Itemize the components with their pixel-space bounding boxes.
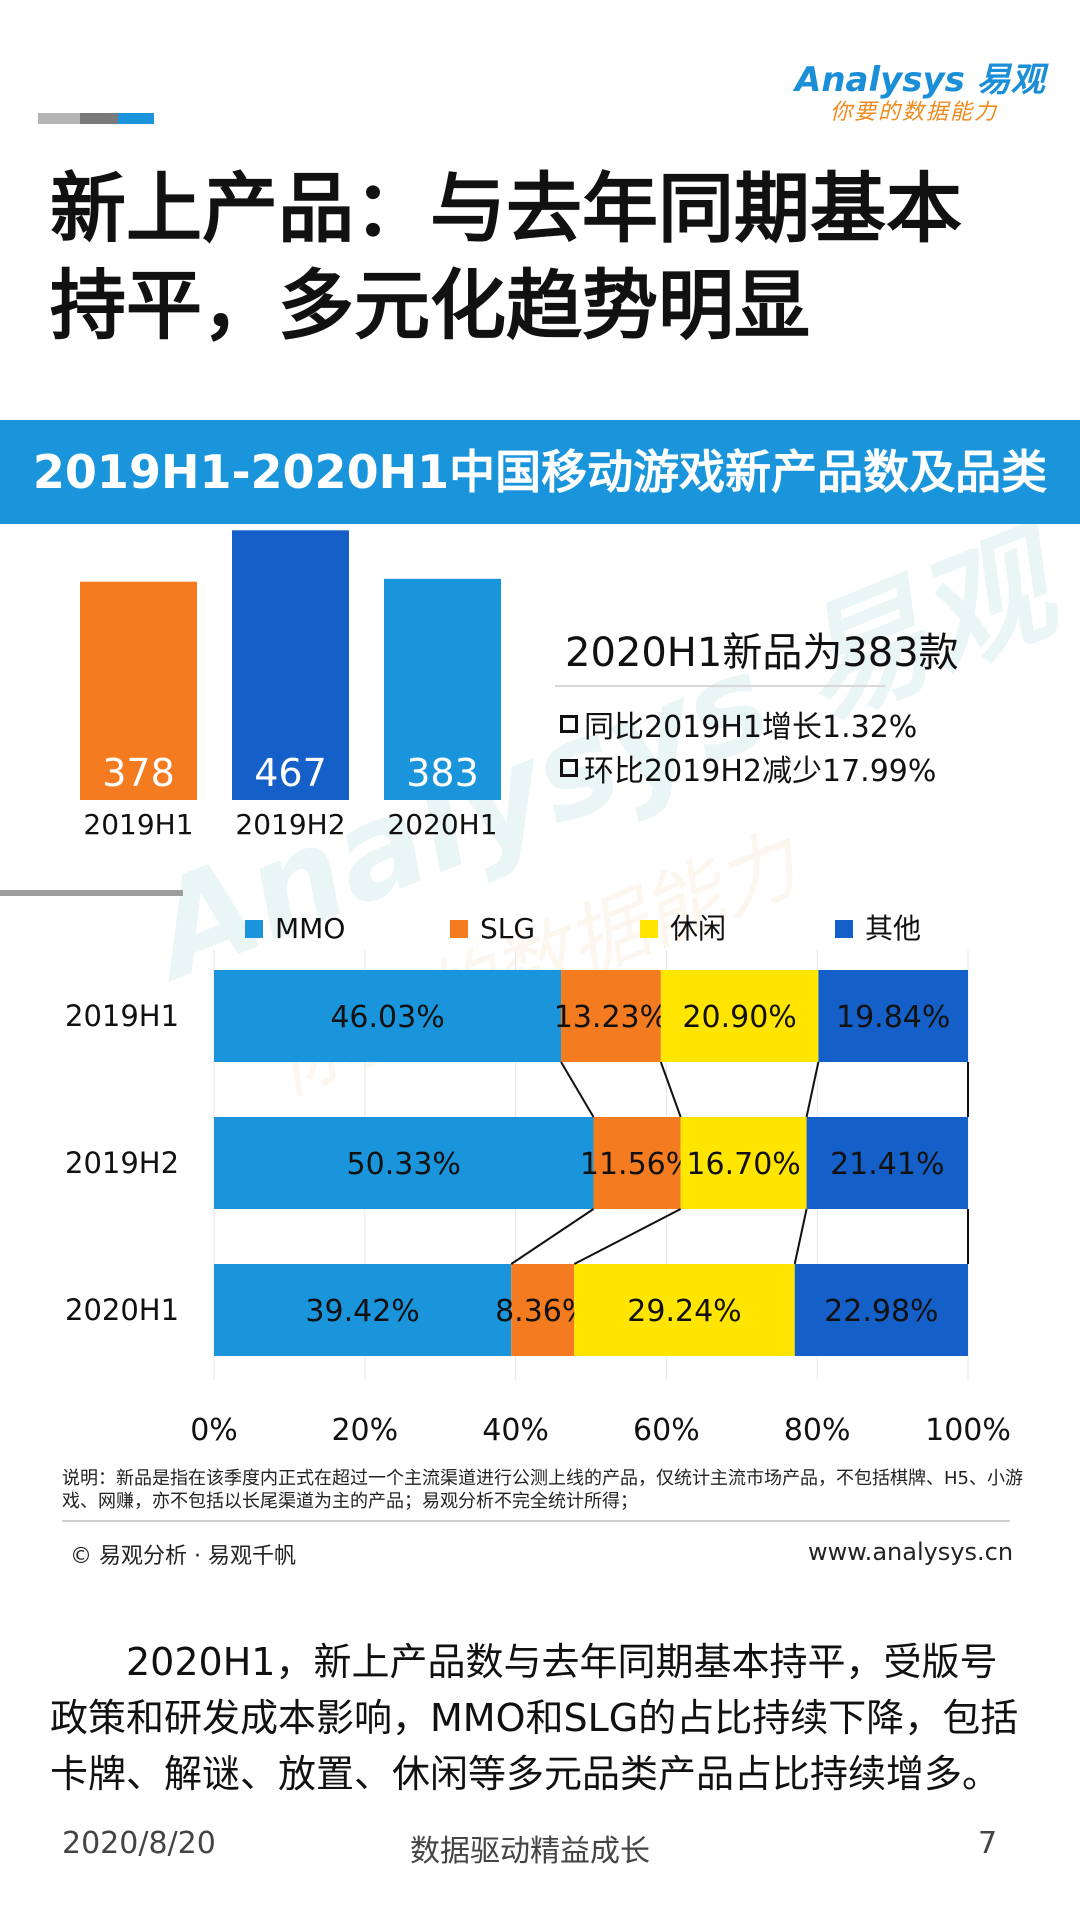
legend-swatch-SLG (450, 920, 468, 938)
chart-title: 2019H1-2020H1中国移动游戏新产品数及品类 (32, 445, 1048, 499)
x-tick-label: 60% (633, 1413, 700, 1448)
legend-label: SLG (480, 912, 535, 945)
row-category-label: 2019H1 (65, 999, 179, 1033)
segment-value-label: 29.24% (627, 1294, 741, 1329)
checkbox-square-icon (560, 759, 578, 777)
segment-value-label: 19.84% (836, 1000, 950, 1035)
segment-value-label: 13.23% (554, 1000, 668, 1035)
segment-value-label: 46.03% (330, 1000, 444, 1035)
legend-swatch-休闲 (640, 920, 658, 938)
connector-line (573, 1208, 682, 1265)
segment-value-label: 21.41% (830, 1147, 944, 1182)
bar-category-label: 2020H1 (387, 808, 497, 841)
segment-MMO-2020H1 (214, 1264, 512, 1356)
segment-SLG-2019H2 (593, 1117, 681, 1209)
chart-note: 说明：新品是指在该季度内正式在超过一个主流渠道进行公测上线的产品，仅统计主流市场… (62, 1468, 1023, 1512)
footer-date: 2020/8/20 (62, 1826, 216, 1861)
deco-bar-gray (80, 113, 118, 124)
segment-其他-2019H2 (806, 1117, 968, 1209)
x-tick-label: 20% (331, 1413, 398, 1448)
segment-value-label: 39.42% (305, 1294, 419, 1329)
stat-label: 同比2019H1增长1.32% (584, 710, 918, 745)
segment-SLG-2019H1 (561, 970, 661, 1062)
copyright: © 易观分析 · 易观千帆 (70, 1544, 296, 1569)
segment-value-label: 16.70% (686, 1147, 800, 1182)
row-category-label: 2019H2 (65, 1146, 179, 1180)
segment-其他-2020H1 (794, 1264, 968, 1356)
x-tick-label: 80% (784, 1413, 851, 1448)
deco-bar-light (38, 113, 80, 124)
website-link[interactable]: www.analysys.cn (808, 1538, 1014, 1566)
chart-banner (0, 420, 1080, 524)
analysys-logo: Analysys 易观 (795, 60, 1045, 100)
stat-label: 环比2019H2减少17.99% (584, 754, 937, 789)
x-tick-label: 100% (925, 1413, 1011, 1448)
bar-value-label: 467 (254, 751, 327, 795)
segment-休闲-2019H2 (680, 1117, 807, 1209)
bar-2020H1 (384, 578, 501, 800)
summary-headline: 2020H1新品为383款 (565, 630, 959, 676)
category-share-stacked-chart: MMO SLG 休闲 其他 46.03% 13.23% 20.90% 19.84% 2019H1… (65, 912, 1011, 1448)
page-number: 7 (978, 1826, 998, 1861)
bar-2019H2 (232, 530, 349, 800)
summary-divider (555, 685, 885, 687)
page-title: 新上产品：与去年同期基本持平，多元化趋势明显 (50, 164, 962, 350)
legend-swatch-其他 (835, 920, 853, 938)
checkbox-square-icon (560, 715, 578, 733)
legend-label: 其他 (865, 912, 921, 945)
summary-stat-qoq: 环比2019H2减少17.99% (560, 746, 936, 790)
segment-MMO-2019H1 (214, 970, 562, 1062)
footer-slogan: 数据驱动精益成长 (410, 1834, 650, 1869)
segment-MMO-2019H2 (214, 1117, 594, 1209)
bar-category-label: 2019H1 (83, 808, 193, 841)
logo-tagline: 你要的数据能力 (830, 100, 999, 125)
segment-value-label: 20.90% (682, 1000, 796, 1035)
summary-stat-yoy: 同比2019H1增长1.32% (560, 702, 917, 746)
note-divider (62, 1520, 1010, 1522)
connector-line (560, 1061, 595, 1118)
connector-line (659, 1061, 682, 1118)
bar-2019H1 (80, 581, 197, 800)
deco-bar-blue (118, 113, 154, 124)
body-paragraph: 2020H1，新上产品数与去年同期基本持平，受版号政策和研发成本影响，MMO和S… (50, 1640, 1019, 1796)
bar-value-label: 383 (406, 751, 479, 795)
connector-line (805, 1061, 820, 1118)
segment-value-label: 11.56% (580, 1147, 694, 1182)
segment-SLG-2020H1 (511, 1264, 575, 1356)
row-category-label: 2020H1 (65, 1293, 179, 1327)
connector-line (510, 1208, 595, 1265)
segment-value-label: 22.98% (824, 1294, 938, 1329)
legend-label: MMO (275, 912, 345, 945)
new-products-bar-chart: 378 2019H1 467 2019H2 383 2020H1 (80, 530, 501, 841)
section-divider (0, 890, 183, 896)
legend-label: 休闲 (670, 912, 726, 945)
bar-value-label: 378 (102, 751, 175, 795)
x-tick-label: 40% (482, 1413, 549, 1448)
segment-其他-2019H1 (818, 970, 968, 1062)
legend-swatch-MMO (245, 920, 263, 938)
bar-category-label: 2019H2 (235, 808, 345, 841)
segment-value-label: 50.33% (347, 1147, 461, 1182)
connector-line (793, 1208, 808, 1265)
segment-休闲-2020H1 (574, 1264, 795, 1356)
x-tick-label: 0% (190, 1413, 238, 1448)
segment-休闲-2019H1 (660, 970, 819, 1062)
